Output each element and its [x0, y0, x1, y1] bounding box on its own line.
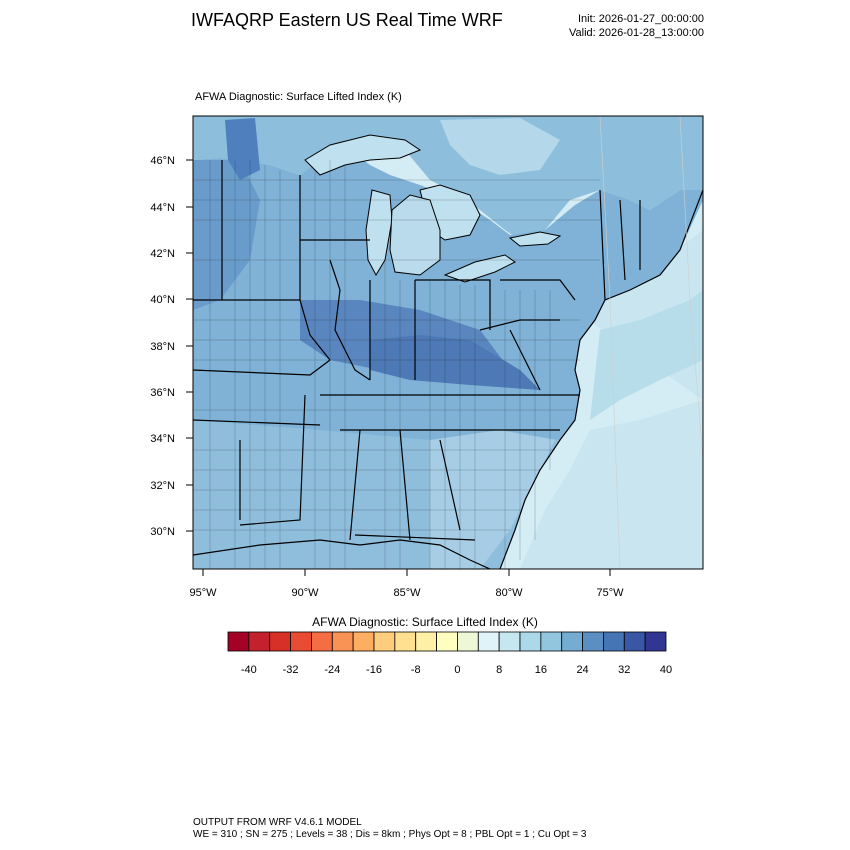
colorbar-tick-label: 24	[576, 664, 588, 676]
init-time: Init: 2026-01-27_00:00:00	[578, 13, 704, 25]
colorbar-swatch	[331, 631, 354, 652]
colorbar-swatch	[644, 631, 667, 652]
colorbar-tick-label: -32	[283, 664, 299, 676]
land-shade-dark-north	[225, 118, 260, 180]
page-title: IWFAQRP Eastern US Real Time WRF	[191, 10, 503, 30]
colorbar-tick-label: 8	[496, 664, 502, 676]
map-field-label: AFWA Diagnostic: Surface Lifted Index (K…	[195, 91, 402, 103]
lon-tick-label: 95°W	[189, 587, 217, 599]
colorbar-swatch	[477, 631, 500, 652]
colorbar-swatch	[227, 631, 250, 652]
colorbar-tick-label: -16	[366, 664, 382, 676]
colorbar-swatch	[519, 631, 542, 652]
colorbar: -40 -32 -24 -16 -8 0 8 16 24 32 40	[227, 631, 672, 676]
lake-erie	[443, 254, 516, 283]
colorbar-swatch	[269, 631, 291, 652]
lon-tick-label: 90°W	[291, 587, 319, 599]
colorbar-tick-label: 0	[454, 664, 460, 676]
colorbar-swatch	[436, 631, 458, 652]
colorbar-tick-label: -24	[324, 664, 340, 676]
colorbar-swatch	[373, 631, 396, 652]
lat-tick-label: 36°N	[150, 387, 175, 399]
county-lines	[193, 160, 600, 569]
colorbar-swatch	[352, 631, 375, 652]
colorbar-tick-label: 16	[535, 664, 547, 676]
map-frame	[192, 115, 704, 570]
canada-region	[193, 116, 703, 240]
lat-tick-label: 38°N	[150, 341, 175, 353]
land-shade-kentucky	[370, 335, 540, 390]
offshore-band	[590, 290, 703, 420]
lat-tick-label: 44°N	[150, 202, 175, 214]
lat-axis: 46°N 44°N 42°N 40°N 38°N 36°N 34°N 32°N …	[150, 155, 193, 538]
colorbar-tick-label: 40	[660, 664, 672, 676]
colorbar-swatch	[603, 631, 625, 652]
michigan-peninsula	[389, 194, 441, 276]
colorbar-swatch	[290, 631, 312, 652]
model-info-line2: WE = 310 ; SN = 275 ; Levels = 38 ; Dis …	[193, 829, 587, 840]
lake-ontario	[508, 231, 562, 247]
canada-light-patch	[440, 118, 560, 175]
colorbar-swatch	[394, 631, 417, 652]
lake-superior	[304, 134, 422, 176]
lon-tick-label: 80°W	[495, 587, 523, 599]
colorbar-swatch	[623, 631, 646, 652]
colorbar-title: AFWA Diagnostic: Surface Lifted Index (K…	[312, 615, 538, 629]
lat-tick-label: 32°N	[150, 480, 175, 492]
colorbar-swatch	[540, 631, 563, 652]
lon-axis: 95°W 90°W 85°W 80°W 75°W	[189, 569, 624, 599]
map-plot-area	[193, 116, 703, 569]
colorbar-tick-label: -40	[241, 664, 257, 676]
lon-tick-label: 85°W	[393, 587, 421, 599]
colorbar-swatch	[311, 631, 333, 652]
land-shade-northwest	[193, 160, 260, 310]
lat-tick-label: 40°N	[150, 294, 175, 306]
land-shade-southeast	[430, 430, 555, 569]
colorbar-swatch	[415, 631, 437, 652]
colorbar-swatch	[457, 631, 479, 652]
colorbar-swatch	[498, 631, 521, 652]
lat-tick-label: 42°N	[150, 248, 175, 260]
lat-tick-label: 30°N	[150, 526, 175, 538]
lat-tick-label: 34°N	[150, 433, 175, 445]
colorbar-swatch	[561, 631, 583, 652]
lake-michigan	[365, 189, 393, 277]
colorbar-tick-label: 32	[618, 664, 630, 676]
colorbar-swatch	[582, 631, 604, 652]
valid-time: Valid: 2026-01-28_13:00:00	[569, 27, 704, 39]
colorbar-tick-label: -8	[411, 664, 421, 676]
lon-tick-label: 75°W	[596, 587, 624, 599]
lat-tick-label: 46°N	[150, 155, 175, 167]
model-info-line1: OUTPUT FROM WRF V4.6.1 MODEL	[193, 817, 362, 828]
gulf-coastline	[193, 539, 491, 569]
graticule	[599, 116, 703, 569]
colorbar-swatch	[248, 631, 271, 652]
